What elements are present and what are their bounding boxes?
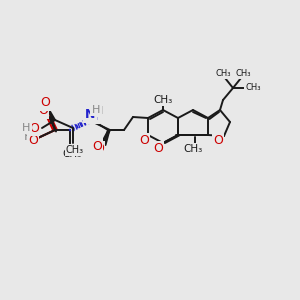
Text: O: O xyxy=(94,142,104,155)
Text: O: O xyxy=(139,134,149,148)
Text: H: H xyxy=(92,105,100,115)
Text: CH₃: CH₃ xyxy=(183,144,202,154)
Text: O: O xyxy=(92,140,102,152)
Text: H: H xyxy=(23,130,33,142)
Text: CH₃: CH₃ xyxy=(215,68,231,77)
Text: CH₃: CH₃ xyxy=(235,68,251,77)
Text: O: O xyxy=(153,142,163,155)
Text: O: O xyxy=(28,134,38,146)
Text: N: N xyxy=(85,109,95,122)
Text: N: N xyxy=(88,110,98,122)
Text: CH₃: CH₃ xyxy=(245,83,261,92)
Text: H: H xyxy=(95,106,103,116)
Text: CH₃: CH₃ xyxy=(62,149,82,159)
Text: O: O xyxy=(29,122,39,134)
Text: O: O xyxy=(213,134,223,147)
Text: CH₃: CH₃ xyxy=(66,145,84,155)
Text: O: O xyxy=(40,97,50,110)
Text: O: O xyxy=(38,104,48,118)
Text: H: H xyxy=(22,123,30,133)
Text: CH₃: CH₃ xyxy=(153,95,172,105)
